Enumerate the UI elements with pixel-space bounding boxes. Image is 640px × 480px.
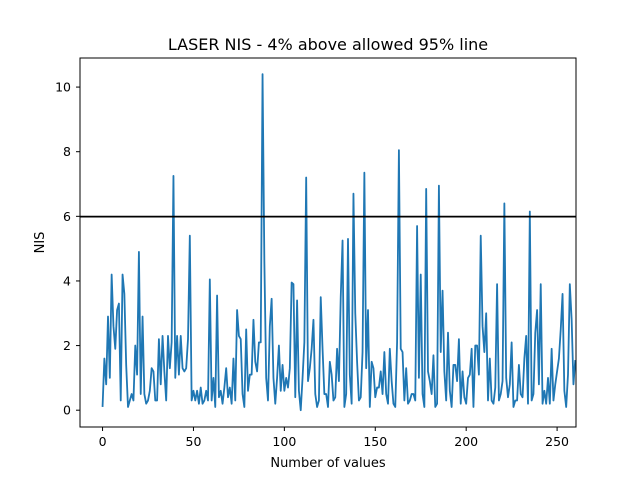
x-tick-label: 200 bbox=[454, 434, 478, 449]
x-axis-ticks: 0 50 100 150 200 250 bbox=[99, 427, 569, 449]
nis-series-line-0 bbox=[101, 73, 577, 412]
x-tick-label: 150 bbox=[363, 434, 387, 449]
plot-area bbox=[80, 73, 577, 412]
y-tick-label: 2 bbox=[63, 338, 71, 353]
y-tick-label: 4 bbox=[63, 273, 71, 288]
x-axis-label: Number of values bbox=[270, 456, 386, 471]
y-tick-label: 8 bbox=[63, 144, 71, 159]
y-tick-label: 6 bbox=[63, 209, 71, 224]
y-tick-label: 10 bbox=[55, 80, 71, 95]
x-tick-label: 0 bbox=[99, 434, 107, 449]
y-axis-ticks: 0 2 4 6 8 10 bbox=[55, 80, 80, 418]
x-tick-label: 250 bbox=[545, 434, 569, 449]
plot-frame bbox=[79, 57, 577, 428]
x-tick-label: 100 bbox=[272, 434, 296, 449]
chart-title: LASER NIS - 4% above allowed 95% line bbox=[168, 35, 488, 54]
y-tick-label: 0 bbox=[63, 403, 71, 418]
y-axis-label: NIS bbox=[33, 232, 48, 254]
x-tick-label: 50 bbox=[186, 434, 202, 449]
